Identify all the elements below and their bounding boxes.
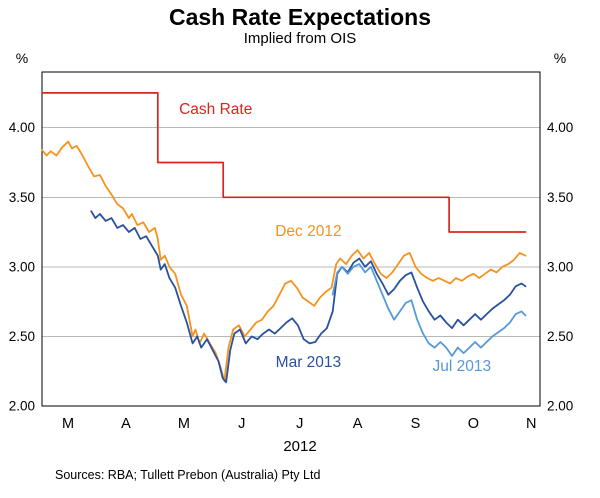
- chart-title: Cash Rate Expectations: [168, 4, 432, 30]
- annotation-dec-2012: Dec 2012: [275, 223, 341, 240]
- y-axis-unit-right: %: [554, 50, 566, 66]
- y-tick-label-right: 3.00: [547, 259, 573, 274]
- annotation-jul-2013: Jul 2013: [432, 358, 491, 375]
- y-axis-unit-left: %: [16, 50, 28, 66]
- x-tick-label-N: N: [526, 416, 536, 432]
- y-tick-label-left: 4.00: [9, 120, 35, 135]
- y-tick-label-left: 2.50: [9, 329, 35, 344]
- source-note: Sources: RBA; Tullett Prebon (Australia)…: [55, 468, 321, 482]
- y-tick-label-right: 3.50: [547, 190, 573, 205]
- series-line-cash-rate: [41, 92, 527, 233]
- x-tick-label-J: J: [238, 416, 245, 432]
- x-tick-label-M: M: [62, 416, 74, 432]
- y-tick-label-right: 2.50: [547, 329, 573, 344]
- x-tick-label-O: O: [468, 416, 479, 432]
- y-tick-label-left: 2.00: [9, 399, 35, 414]
- x-tick-label-J: J: [296, 416, 303, 432]
- x-axis-year-label: 2012: [283, 438, 317, 455]
- x-tick-label-S: S: [411, 416, 421, 432]
- x-tick-label-A: A: [353, 416, 363, 432]
- plot-frame: [41, 71, 541, 407]
- series-line-mar-2013: [90, 210, 527, 384]
- y-tick-label-left: 3.50: [9, 190, 35, 205]
- chart-canvas: 2.00 2.00 2.50 2.50 3.00 3.00 3.50 3.50 4.00 4.00…: [9, 50, 574, 432]
- annotation-cash-rate: Cash Rate: [179, 101, 252, 118]
- series-line-dec-2012: [41, 140, 527, 382]
- y-tick-label-right: 2.00: [547, 399, 573, 414]
- x-tick-label-M: M: [178, 416, 190, 432]
- series-line-jul-2013: [331, 263, 527, 357]
- y-tick-label-right: 4.00: [547, 120, 573, 135]
- chart-subtitle: Implied from OIS: [243, 30, 357, 48]
- x-tick-label-A: A: [121, 416, 131, 432]
- annotation-mar-2013: Mar 2013: [276, 354, 341, 371]
- y-tick-label-left: 3.00: [9, 259, 35, 274]
